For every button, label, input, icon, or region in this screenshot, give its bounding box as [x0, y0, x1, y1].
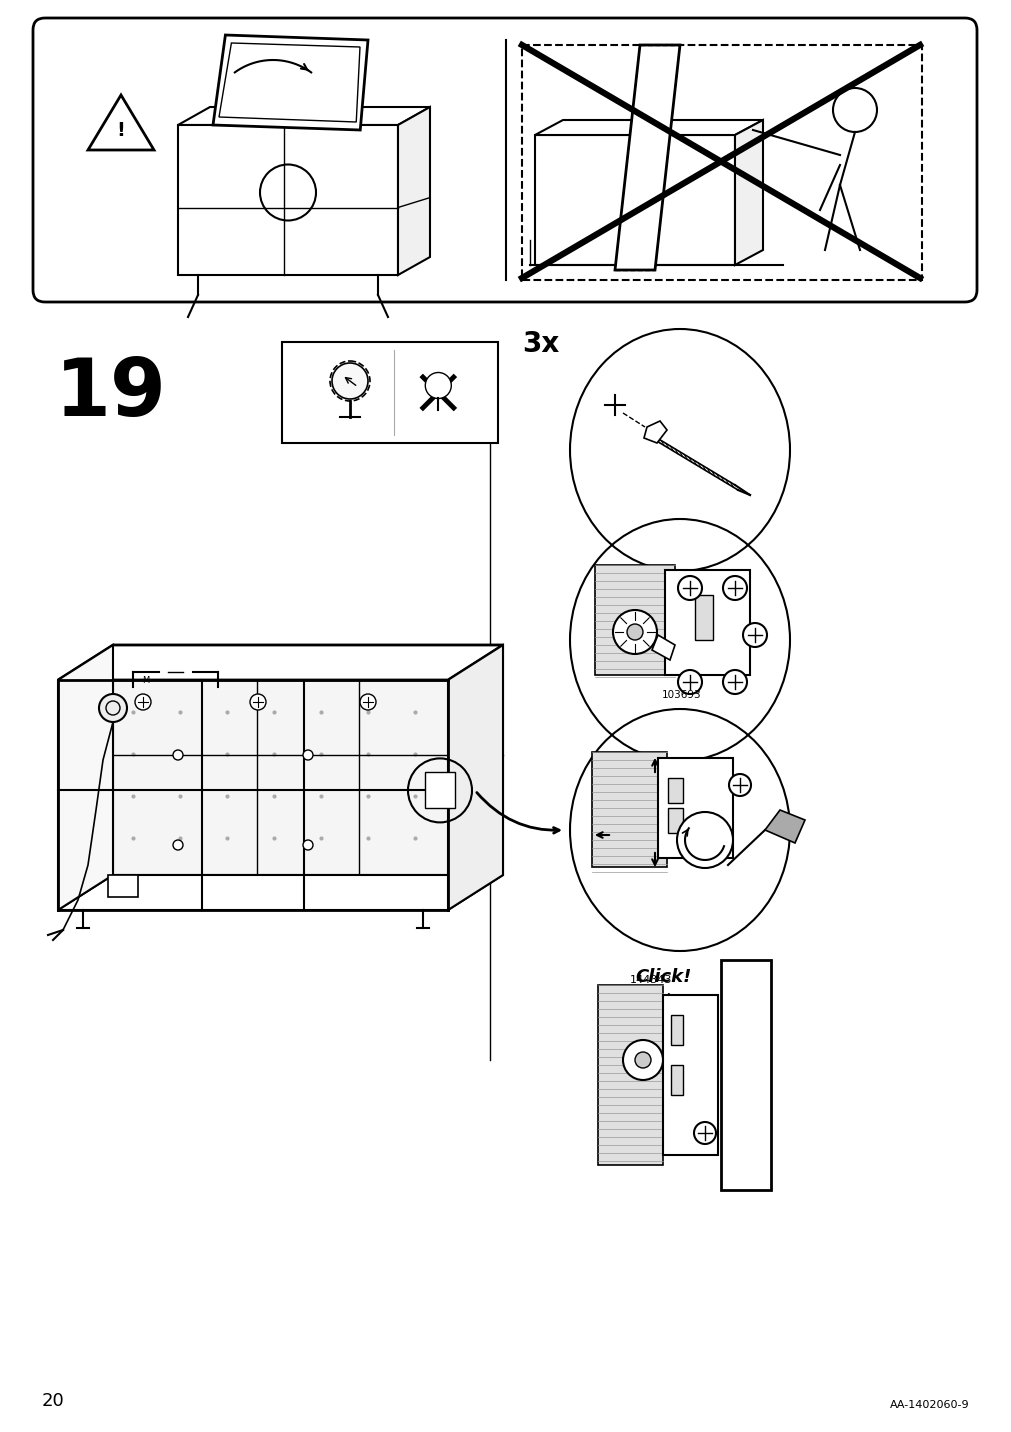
Circle shape	[677, 576, 702, 600]
Circle shape	[302, 750, 312, 760]
Polygon shape	[113, 644, 502, 875]
Bar	[662, 995, 717, 1156]
Circle shape	[728, 775, 750, 796]
Bar	[598, 985, 662, 1166]
FancyBboxPatch shape	[33, 19, 976, 302]
Bar	[667, 778, 682, 803]
Text: M: M	[143, 676, 150, 684]
Text: 144343: 144343	[630, 975, 671, 985]
Bar	[670, 1015, 682, 1045]
Bar	[657, 758, 732, 858]
Polygon shape	[651, 634, 674, 660]
Bar	[695, 596, 713, 640]
Bar	[720, 959, 770, 1190]
Circle shape	[173, 841, 183, 851]
Polygon shape	[643, 421, 666, 442]
Circle shape	[676, 812, 732, 868]
Circle shape	[634, 1053, 650, 1068]
Circle shape	[360, 695, 376, 710]
Bar	[108, 875, 137, 896]
Circle shape	[677, 670, 702, 695]
Polygon shape	[535, 135, 734, 265]
Text: AA-1402060-9: AA-1402060-9	[890, 1400, 969, 1411]
Polygon shape	[535, 120, 762, 135]
Polygon shape	[734, 120, 762, 265]
Text: 144347: 144347	[630, 1047, 672, 1057]
Text: 20: 20	[42, 1392, 65, 1411]
Circle shape	[722, 576, 746, 600]
Text: !: !	[116, 122, 125, 140]
Polygon shape	[615, 44, 679, 271]
Text: 103693: 103693	[661, 690, 701, 700]
Polygon shape	[764, 811, 804, 843]
Circle shape	[134, 695, 151, 710]
Text: 3x: 3x	[522, 329, 559, 358]
Text: 144345: 144345	[630, 1011, 671, 1021]
Circle shape	[302, 841, 312, 851]
Polygon shape	[212, 34, 368, 130]
Polygon shape	[58, 875, 502, 909]
Circle shape	[694, 1123, 716, 1144]
Bar	[667, 808, 682, 833]
Bar	[591, 752, 666, 866]
Text: 144344: 144344	[630, 992, 672, 1002]
Polygon shape	[397, 107, 430, 275]
Text: 19: 19	[55, 355, 167, 432]
Circle shape	[613, 610, 656, 654]
Polygon shape	[178, 125, 397, 275]
Circle shape	[425, 372, 451, 398]
Text: 144346: 144346	[630, 1030, 671, 1040]
Circle shape	[623, 1040, 662, 1080]
Text: Click!: Click!	[634, 968, 691, 987]
Circle shape	[742, 623, 766, 647]
Polygon shape	[58, 644, 502, 680]
Bar	[594, 566, 674, 674]
Polygon shape	[58, 644, 113, 909]
Polygon shape	[178, 107, 430, 125]
Circle shape	[627, 624, 642, 640]
Circle shape	[722, 670, 746, 695]
FancyBboxPatch shape	[282, 342, 497, 442]
Bar	[670, 1065, 682, 1095]
Circle shape	[99, 695, 126, 722]
Polygon shape	[448, 644, 502, 909]
Bar	[664, 570, 749, 674]
Bar	[425, 772, 455, 809]
Circle shape	[250, 695, 266, 710]
Circle shape	[173, 750, 183, 760]
Wedge shape	[332, 362, 368, 400]
